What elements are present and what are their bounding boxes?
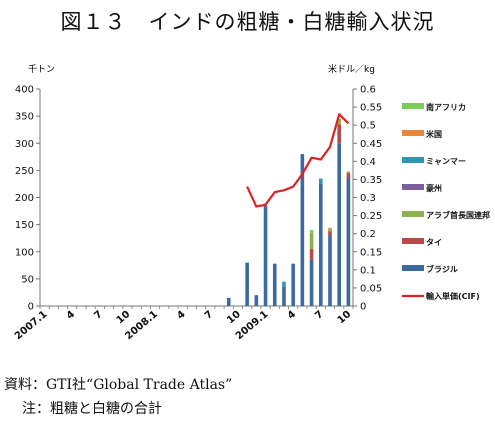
legend-swatch xyxy=(402,103,424,109)
bar-segment xyxy=(309,232,314,250)
legend-swatch xyxy=(402,211,424,217)
bar-segment xyxy=(328,231,332,236)
legend-swatch xyxy=(402,238,424,244)
y-left-tick-label: 100 xyxy=(15,247,34,258)
y-left-tick-label: 50 xyxy=(21,274,34,285)
y-right-tick-label: 0.1 xyxy=(360,265,376,276)
bars-layer xyxy=(226,118,351,306)
x-tick-label: 4 xyxy=(175,309,187,322)
y-left-tick-label: 350 xyxy=(15,112,34,123)
y-left-tick-label: 300 xyxy=(15,139,34,150)
y-right-tick-label: 0.4 xyxy=(360,157,376,168)
source-note: 資料：GTI社“Global Trade Atlas” xyxy=(4,377,233,393)
y-right-tick-label: 0.3 xyxy=(360,193,376,204)
bar-segment xyxy=(337,124,341,144)
bar-segment xyxy=(263,205,268,306)
x-tick-label: 4 xyxy=(286,309,298,322)
y-right-tick-label: 0 xyxy=(360,302,366,313)
bar-segment xyxy=(318,183,323,306)
y-right-tick-label: 0.05 xyxy=(360,283,382,294)
bar-segment xyxy=(245,262,249,306)
y-left-tick-label: 0 xyxy=(28,302,34,313)
bar-segment xyxy=(337,118,341,120)
bar-segment xyxy=(226,297,231,306)
y-right-tick-label: 0.15 xyxy=(360,247,382,258)
bar-segment xyxy=(300,154,305,306)
y-left-tick-label: 250 xyxy=(15,166,34,177)
legend-label: アラブ首長国連邦 xyxy=(426,210,490,220)
y-right-tick-label: 0.2 xyxy=(360,229,376,240)
legend-label: 南アフリカ xyxy=(426,102,466,112)
y-right-tick-label: 0.25 xyxy=(360,211,382,222)
legend-swatch xyxy=(402,265,424,271)
axes-layer: 0 50 100 150 200 250 300 350 400 0 0.05 0.1 0.15 0.2 0… xyxy=(13,85,382,343)
y-left-tick-label: 150 xyxy=(15,220,34,231)
y-right-tick-label: 0.55 xyxy=(360,103,382,114)
legend-label: タイ xyxy=(426,237,442,247)
bar-segment xyxy=(254,295,259,306)
legend-swatch xyxy=(402,184,424,190)
bar-segment xyxy=(328,235,332,306)
bar-segment xyxy=(337,143,341,306)
x-tick-label: 7 xyxy=(92,309,104,322)
bar-segment xyxy=(309,230,314,233)
bar-segment xyxy=(328,227,332,229)
legend-label: 輸入単価(CIF) xyxy=(426,291,480,301)
x-tick-label: 10 xyxy=(115,309,133,326)
bar-segment xyxy=(346,173,351,179)
y-left-unit-label: 千トン xyxy=(28,64,55,75)
line-layer xyxy=(246,113,350,208)
bar-segment xyxy=(282,281,286,288)
chart-title: 図１３ インドの粗糖・白糖輸入状況 xyxy=(60,10,435,34)
x-tick-label: 4 xyxy=(65,309,77,322)
bar-segment xyxy=(291,263,295,306)
y-right-tick-label: 0.45 xyxy=(360,139,382,150)
y-right-tick-label: 0.6 xyxy=(360,85,376,96)
x-tick-label: 7 xyxy=(313,309,325,322)
bar-segment xyxy=(309,259,314,306)
legend-label: 米国 xyxy=(425,129,442,139)
legend-label: 豪州 xyxy=(426,183,442,193)
bar-segment xyxy=(318,178,323,184)
y-right-unit-label: 米ドル／kg xyxy=(328,63,375,75)
bar-segment xyxy=(272,263,277,306)
x-tick-label: 10 xyxy=(225,309,243,326)
sum-note: 注：粗糖と白糖の合計 xyxy=(22,401,162,417)
x-tick-label: 7 xyxy=(203,309,215,322)
price-line xyxy=(246,113,350,208)
y-right-tick-label: 0.5 xyxy=(360,121,376,132)
legend-label: ミャンマー xyxy=(426,157,466,166)
bar-segment xyxy=(309,249,314,260)
y-left-tick-label: 400 xyxy=(15,85,34,96)
bar-segment xyxy=(337,119,341,125)
bar-segment xyxy=(346,178,351,306)
bar-segment xyxy=(328,228,332,232)
bar-segment xyxy=(346,171,351,174)
legend-swatch xyxy=(402,157,424,163)
bar-segment xyxy=(282,287,286,306)
legend-swatch xyxy=(402,130,424,136)
x-tick-label: 2007.1 xyxy=(13,309,50,342)
x-tick-label: 10 xyxy=(336,309,354,326)
y-left-tick-label: 200 xyxy=(15,193,34,204)
legend-label: ブラジル xyxy=(426,264,458,274)
y-right-tick-label: 0.35 xyxy=(360,175,382,186)
